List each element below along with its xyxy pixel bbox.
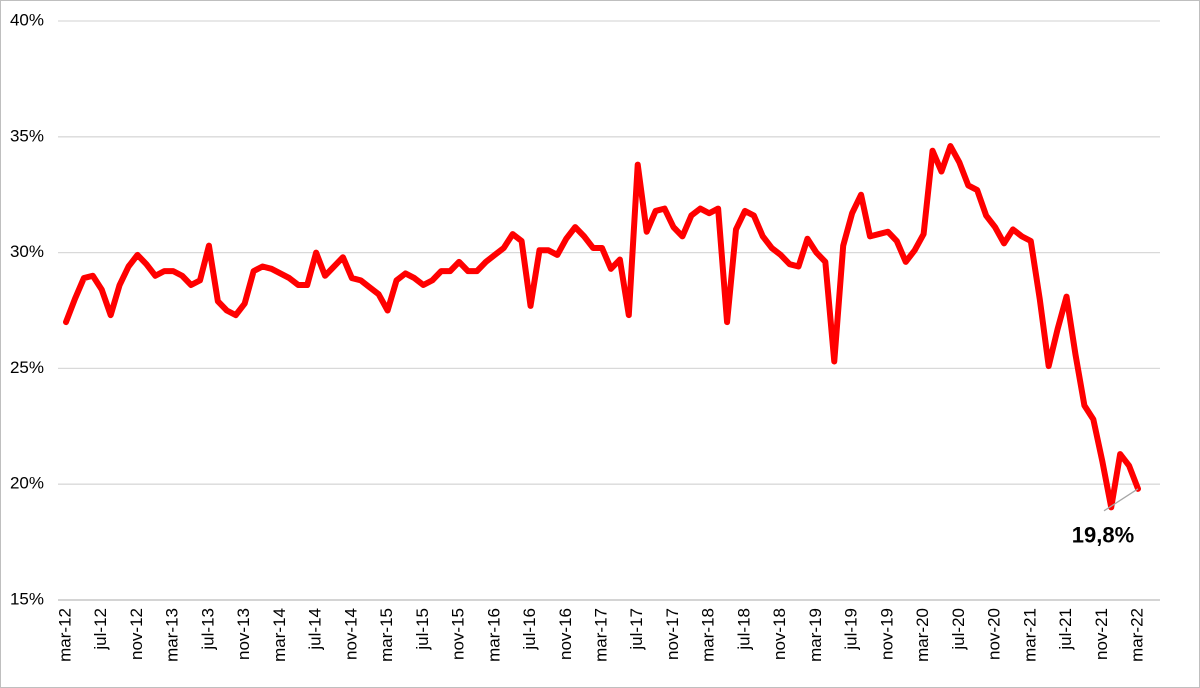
x-tick-label: jul-17 — [627, 608, 646, 651]
x-tick-label: nov-16 — [556, 608, 575, 660]
x-tick-label: mar-18 — [699, 608, 718, 662]
x-tick-label: jul-21 — [1056, 608, 1075, 651]
x-tick-label: jul-13 — [198, 608, 217, 651]
x-tick-label: nov-14 — [341, 608, 360, 660]
x-tick-label: mar-17 — [591, 608, 610, 662]
x-tick-label: nov-18 — [770, 608, 789, 660]
x-tick-label: mar-19 — [806, 608, 825, 662]
x-tick-label: mar-22 — [1127, 608, 1146, 662]
y-tick-label: 20% — [10, 474, 44, 493]
y-tick-label: 25% — [10, 358, 44, 377]
y-tick-label: 30% — [10, 242, 44, 261]
x-tick-label: mar-15 — [377, 608, 396, 662]
y-tick-label: 15% — [10, 589, 44, 608]
x-tick-label: nov-15 — [449, 608, 468, 660]
x-tick-label: jul-18 — [734, 608, 753, 651]
data-line — [63, 143, 1141, 511]
x-tick-label: mar-21 — [1020, 608, 1039, 662]
x-tick-label: mar-14 — [270, 608, 289, 662]
x-tick-label: nov-21 — [1092, 608, 1111, 660]
x-tick-label: mar-20 — [913, 608, 932, 662]
x-tick-label: nov-12 — [127, 608, 146, 660]
x-tick-label: mar-12 — [55, 608, 74, 662]
x-tick-label: jul-12 — [91, 608, 110, 651]
y-tick-label: 40% — [10, 10, 44, 29]
x-tick-label: jul-16 — [520, 608, 539, 651]
data-label: 19,8% — [1072, 523, 1134, 548]
x-tick-label: jul-15 — [413, 608, 432, 651]
x-tick-label: nov-17 — [663, 608, 682, 660]
leader-line — [1103, 488, 1139, 512]
x-tick-label: nov-19 — [877, 608, 896, 660]
y-tick-label: 35% — [10, 126, 44, 145]
x-tick-label: jul-20 — [949, 608, 968, 651]
x-tick-label: mar-13 — [163, 608, 182, 662]
x-tick-label: jul-14 — [306, 608, 325, 651]
x-tick-label: mar-16 — [484, 608, 503, 662]
x-tick-label: jul-19 — [842, 608, 861, 651]
x-tick-label: nov-13 — [234, 608, 253, 660]
x-tick-label: nov-20 — [985, 608, 1004, 660]
